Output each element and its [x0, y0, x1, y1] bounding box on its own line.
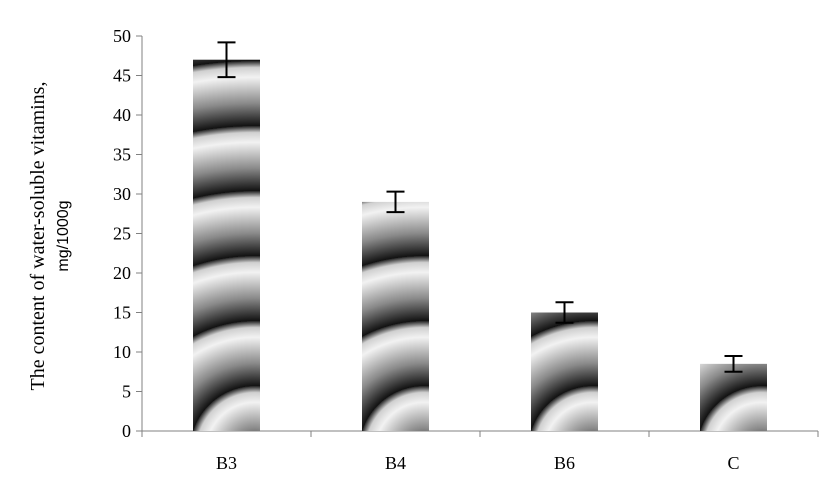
x-ticks: B3 B4 B6 C: [141, 431, 819, 473]
y-tick-label: 0: [122, 421, 131, 441]
y-tick-label: 5: [122, 382, 131, 402]
y-tick-label: 20: [113, 263, 131, 283]
bars: [193, 59, 767, 431]
y-tick-label: 15: [113, 303, 131, 323]
error-bars: [217, 41, 743, 373]
y-tick-label: 45: [113, 66, 131, 86]
bar-b6: [531, 312, 598, 431]
x-tick-label: B4: [385, 453, 406, 473]
x-axis: B3 B4 B6 C: [141, 430, 819, 473]
y-tick-label: 25: [113, 224, 131, 244]
y-tick-label: 10: [113, 342, 131, 362]
bar-b3: [193, 59, 260, 431]
bar-b4: [362, 201, 429, 431]
error-bar-b4: [386, 190, 405, 214]
bar-c: [700, 363, 767, 431]
y-axis-label: The content of water-soluble vitamins,: [27, 82, 49, 391]
y-axis-unit-label: mg/1000g: [55, 200, 72, 271]
error-bar-c: [724, 354, 743, 373]
y-axis: 0 5 10 15 20 25 30 35 40 45 50: [113, 26, 143, 441]
x-tick-label: B3: [216, 453, 237, 473]
y-tick-label: 30: [113, 184, 131, 204]
y-tick-label: 35: [113, 145, 131, 165]
error-bar-b3: [217, 41, 236, 79]
x-tick-label: C: [727, 453, 739, 473]
y-tick-label: 40: [113, 105, 131, 125]
y-ticks: 0 5 10 15 20 25 30 35 40 45 50: [113, 26, 142, 441]
y-tick-label: 50: [113, 26, 131, 46]
x-tick-label: B6: [554, 453, 575, 473]
error-bar-b6: [555, 301, 574, 324]
